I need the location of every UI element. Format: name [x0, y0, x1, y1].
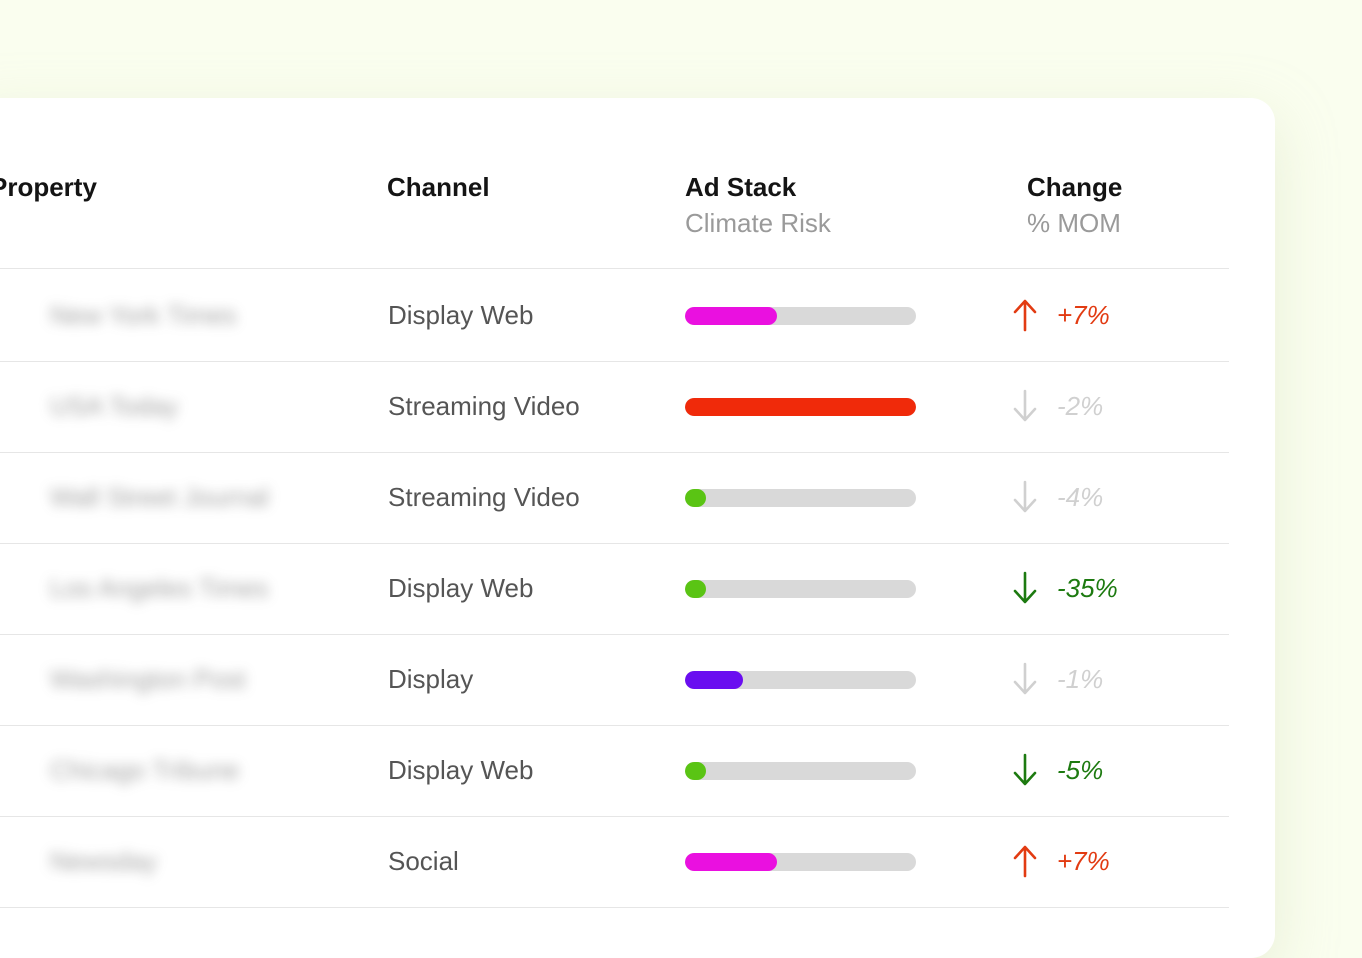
property-name: Chicago Tribune — [50, 755, 240, 785]
property-name: Los Angeles Times — [50, 573, 269, 603]
climate-risk-bar — [685, 489, 916, 507]
column-header-change[interactable]: Change % MOM — [1027, 170, 1122, 240]
table-row[interactable]: Los Angeles Times Display Web -35% — [0, 543, 1229, 635]
change-value: +7% — [1057, 846, 1110, 876]
channel-name: Streaming Video — [388, 391, 580, 421]
climate-risk-bar — [685, 398, 916, 416]
arrow-down-icon — [1013, 480, 1037, 513]
arrow-down-icon — [1013, 753, 1037, 786]
climate-risk-bar-fill — [685, 307, 778, 325]
change-value: -2% — [1057, 391, 1104, 421]
property-name: Washington Post — [50, 664, 246, 694]
table-row[interactable]: Newsday Social +7% — [0, 816, 1229, 908]
column-header-property[interactable]: Property — [0, 170, 97, 204]
change-value: +7% — [1057, 300, 1110, 330]
property-name: Wall Street Journal — [50, 482, 269, 512]
column-title-property: Property — [0, 172, 97, 202]
channel-name: Social — [388, 846, 459, 876]
property-name: USA Today — [50, 391, 179, 421]
property-name: Newsday — [50, 846, 157, 876]
column-title-channel: Channel — [387, 172, 490, 202]
change-cell: +7% — [1013, 843, 1110, 879]
column-subtitle-change: % MOM — [1027, 208, 1121, 238]
change-value: -5% — [1057, 755, 1104, 785]
climate-risk-bar-fill — [685, 489, 706, 507]
climate-risk-bar-fill — [685, 671, 743, 689]
arrow-up-icon — [1013, 845, 1037, 878]
climate-risk-bar-fill — [685, 853, 778, 871]
climate-risk-bar — [685, 762, 916, 780]
climate-risk-bar-fill — [685, 580, 706, 598]
change-value: -4% — [1057, 482, 1104, 512]
data-table-card: Property Channel Ad Stack Climate Risk C… — [0, 98, 1275, 958]
climate-risk-bar — [685, 580, 916, 598]
channel-name: Display Web — [388, 755, 534, 785]
change-cell: -4% — [1013, 479, 1103, 515]
table-row[interactable]: Washington Post Display -1% — [0, 634, 1229, 726]
table-row[interactable]: USA Today Streaming Video -2% — [0, 361, 1229, 453]
table-row[interactable]: Chicago Tribune Display Web -5% — [0, 725, 1229, 817]
arrow-up-icon — [1013, 299, 1037, 332]
climate-risk-bar — [685, 307, 916, 325]
arrow-down-icon — [1013, 389, 1037, 422]
table-row[interactable]: Wall Street Journal Streaming Video -4% — [0, 452, 1229, 544]
climate-risk-bar-fill — [685, 762, 706, 780]
column-title-ad-stack: Ad Stack — [685, 172, 797, 202]
column-header-channel[interactable]: Channel — [387, 170, 490, 204]
channel-name: Display — [388, 664, 474, 694]
channel-name: Streaming Video — [388, 482, 580, 512]
column-title-change: Change — [1027, 172, 1123, 202]
climate-risk-bar-fill — [685, 398, 916, 416]
column-header-ad-stack[interactable]: Ad Stack Climate Risk — [685, 170, 831, 240]
change-cell: +7% — [1013, 297, 1110, 333]
arrow-down-icon — [1013, 571, 1037, 604]
change-cell: -1% — [1013, 661, 1103, 697]
change-cell: -35% — [1013, 570, 1118, 606]
change-value: -35% — [1057, 573, 1118, 603]
table-header: Property Channel Ad Stack Climate Risk C… — [0, 98, 1229, 269]
climate-risk-bar — [685, 671, 916, 689]
change-value: -1% — [1057, 664, 1104, 694]
change-cell: -5% — [1013, 752, 1103, 788]
arrow-down-icon — [1013, 662, 1037, 695]
channel-name: Display Web — [388, 300, 534, 330]
column-subtitle-ad-stack: Climate Risk — [685, 208, 831, 238]
channel-name: Display Web — [388, 573, 534, 603]
climate-risk-bar — [685, 853, 916, 871]
table-row[interactable]: New York Times Display Web +7% — [0, 270, 1229, 362]
change-cell: -2% — [1013, 388, 1103, 424]
property-name: New York Times — [50, 300, 237, 330]
